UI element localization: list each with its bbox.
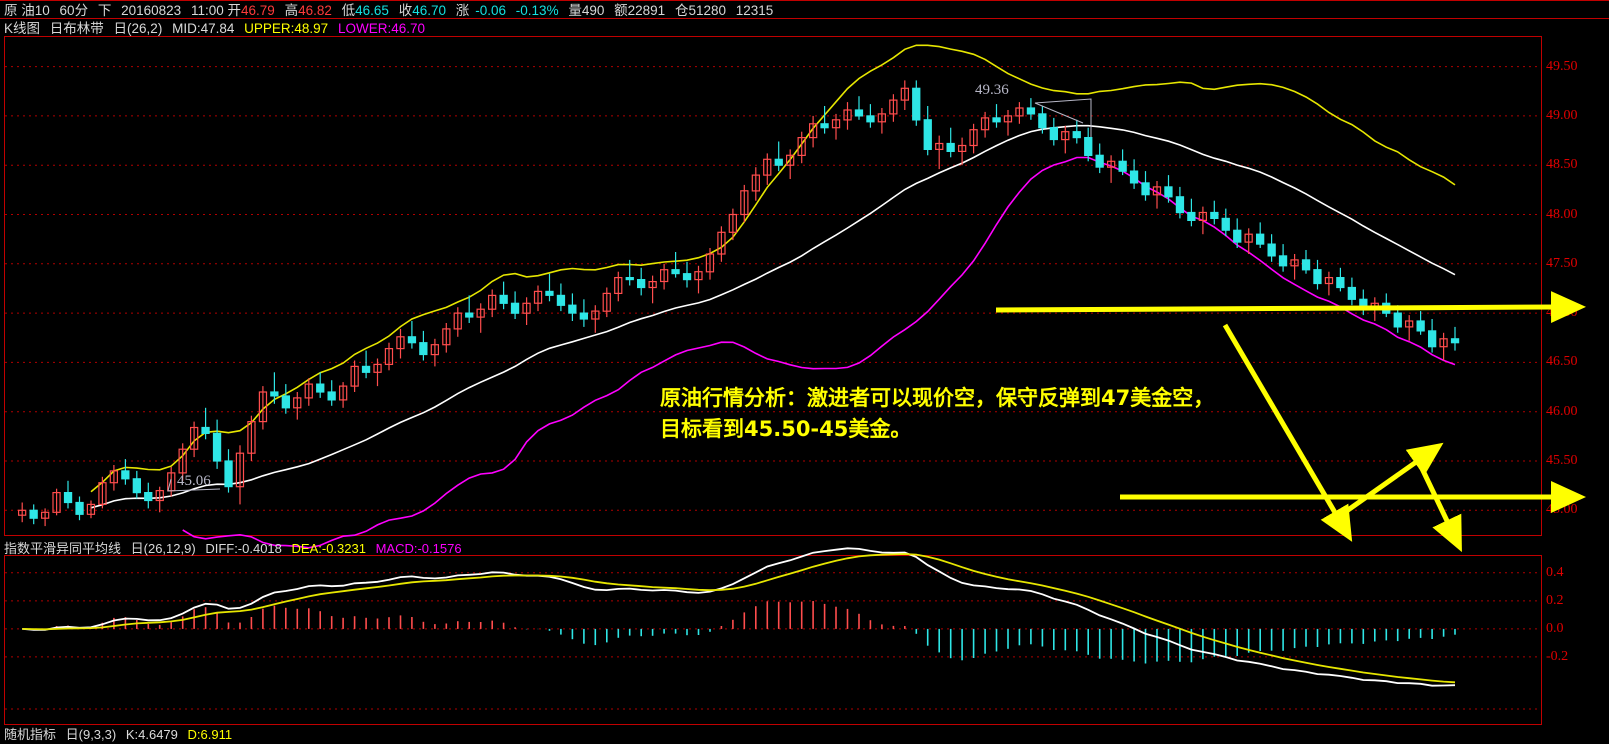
boll-upper-value: UPPER:48.97 — [244, 21, 329, 36]
macd-diff-value: DIFF:-0.4018 — [205, 541, 282, 556]
price-tick-48.00: 48.00 — [1546, 206, 1578, 222]
change-label: 涨 — [455, 3, 470, 18]
openinterest-label: 仓 — [674, 3, 689, 18]
macd-params[interactable]: 日(26,12,9) — [130, 541, 196, 556]
macd-tick--0.2: -0.2 — [1546, 648, 1569, 664]
price-tick-49.00: 49.00 — [1546, 107, 1578, 123]
close-label: 收 — [398, 3, 413, 18]
kdj-chart-panel[interactable] — [4, 707, 1542, 725]
kdj-name[interactable]: 随机指标 — [4, 727, 57, 742]
change-percent: -0.13% — [515, 3, 559, 18]
kdj-d-value: D:6.911 — [187, 727, 233, 742]
volume-label: 量 — [568, 3, 582, 18]
macd-chart — [5, 547, 1541, 687]
price-tick-45.50: 45.50 — [1546, 453, 1578, 469]
boll-mid-value: MID:47.84 — [172, 21, 235, 36]
change-value: -0.06 — [475, 3, 507, 18]
period-label[interactable]: 60分 — [59, 3, 89, 18]
kline-title: K线图 — [4, 21, 41, 36]
boll-lower-value: LOWER:46.70 — [337, 21, 425, 36]
low-label: 低 — [341, 3, 356, 18]
low-value: 46.65 — [355, 3, 389, 18]
macd-chart-panel[interactable] — [4, 547, 1542, 707]
extra-value: 12315 — [735, 3, 774, 18]
price-tick-47.50: 47.50 — [1546, 255, 1578, 271]
rebound-arrow[interactable] — [1329, 442, 1444, 525]
amount-label: 额 — [614, 3, 628, 18]
analysis-annotation-text: 原油行情分析：激进者可以现价空，保守反弹到47美金空， 目标看到45.50-45… — [660, 386, 1215, 441]
price-chart-panel[interactable] — [4, 36, 1542, 549]
quote-header-bar: 原 油10 60分 下 20160823 11:00 开46.79 高46.82… — [0, 0, 1609, 19]
openinterest-value: 51280 — [688, 3, 726, 18]
kdj-k-value: K:4.6479 — [125, 727, 178, 742]
macd-dea-value: DEA:-0.3231 — [291, 541, 366, 556]
price-tick-49.50: 49.50 — [1546, 58, 1578, 74]
kdj-indicator-bar: 随机指标 日(9,3,3) K:4.6479 D:6.911 — [4, 726, 232, 743]
resistance-line-47[interactable] — [995, 291, 1586, 324]
volume-value: 490 — [581, 3, 605, 18]
down-trend-arrow-1[interactable] — [1222, 323, 1353, 542]
open-value: 46.79 — [241, 3, 275, 18]
boll-indicator-name[interactable]: 日布林带 — [49, 21, 104, 36]
instrument-name: 原 油10 — [4, 3, 50, 18]
high-label: 高 — [284, 3, 299, 18]
quote-time: 11:00 — [190, 3, 224, 18]
candlestick-chart — [5, 44, 1541, 549]
price-marker-45.06: 45.06 — [177, 473, 211, 489]
amount-value: 22891 — [627, 3, 666, 18]
open-label: 开 — [227, 3, 242, 18]
price-tick-48.50: 48.50 — [1546, 157, 1578, 173]
macd-tick-0.4: 0.4 — [1546, 564, 1564, 580]
price-tick-46.00: 46.00 — [1546, 403, 1578, 419]
boll-params[interactable]: 日(26,2) — [113, 21, 163, 36]
high-value: 46.82 — [298, 3, 332, 18]
macd-tick-0.2: 0.2 — [1546, 592, 1564, 608]
macd-macd-value: MACD:-0.1576 — [375, 541, 462, 556]
price-tick-46.50: 46.50 — [1546, 354, 1578, 370]
macd-indicator-bar: 指数平滑异同平均线 日(26,12,9) DIFF:-0.4018 DEA:-0… — [4, 540, 462, 557]
kdj-chart — [5, 708, 1541, 710]
macd-axis: 0.4 0.2 0.0 -0.2 — [1542, 555, 1609, 707]
kline-indicator-bar: K线图 日布林带 日(26,2) MID:47.84 UPPER:48.97 L… — [0, 19, 1609, 38]
kdj-params[interactable]: 日(9,3,3) — [65, 727, 117, 742]
price-marker-49.36: 49.36 — [975, 82, 1009, 98]
macd-tick-0.0: 0.0 — [1546, 620, 1564, 636]
close-value: 46.70 — [412, 3, 446, 18]
down-trend-arrow-2[interactable] — [1414, 456, 1462, 553]
direction-label: 下 — [97, 3, 112, 18]
macd-name[interactable]: 指数平滑异同平均线 — [4, 541, 122, 556]
quote-date: 20160823 — [121, 3, 182, 18]
